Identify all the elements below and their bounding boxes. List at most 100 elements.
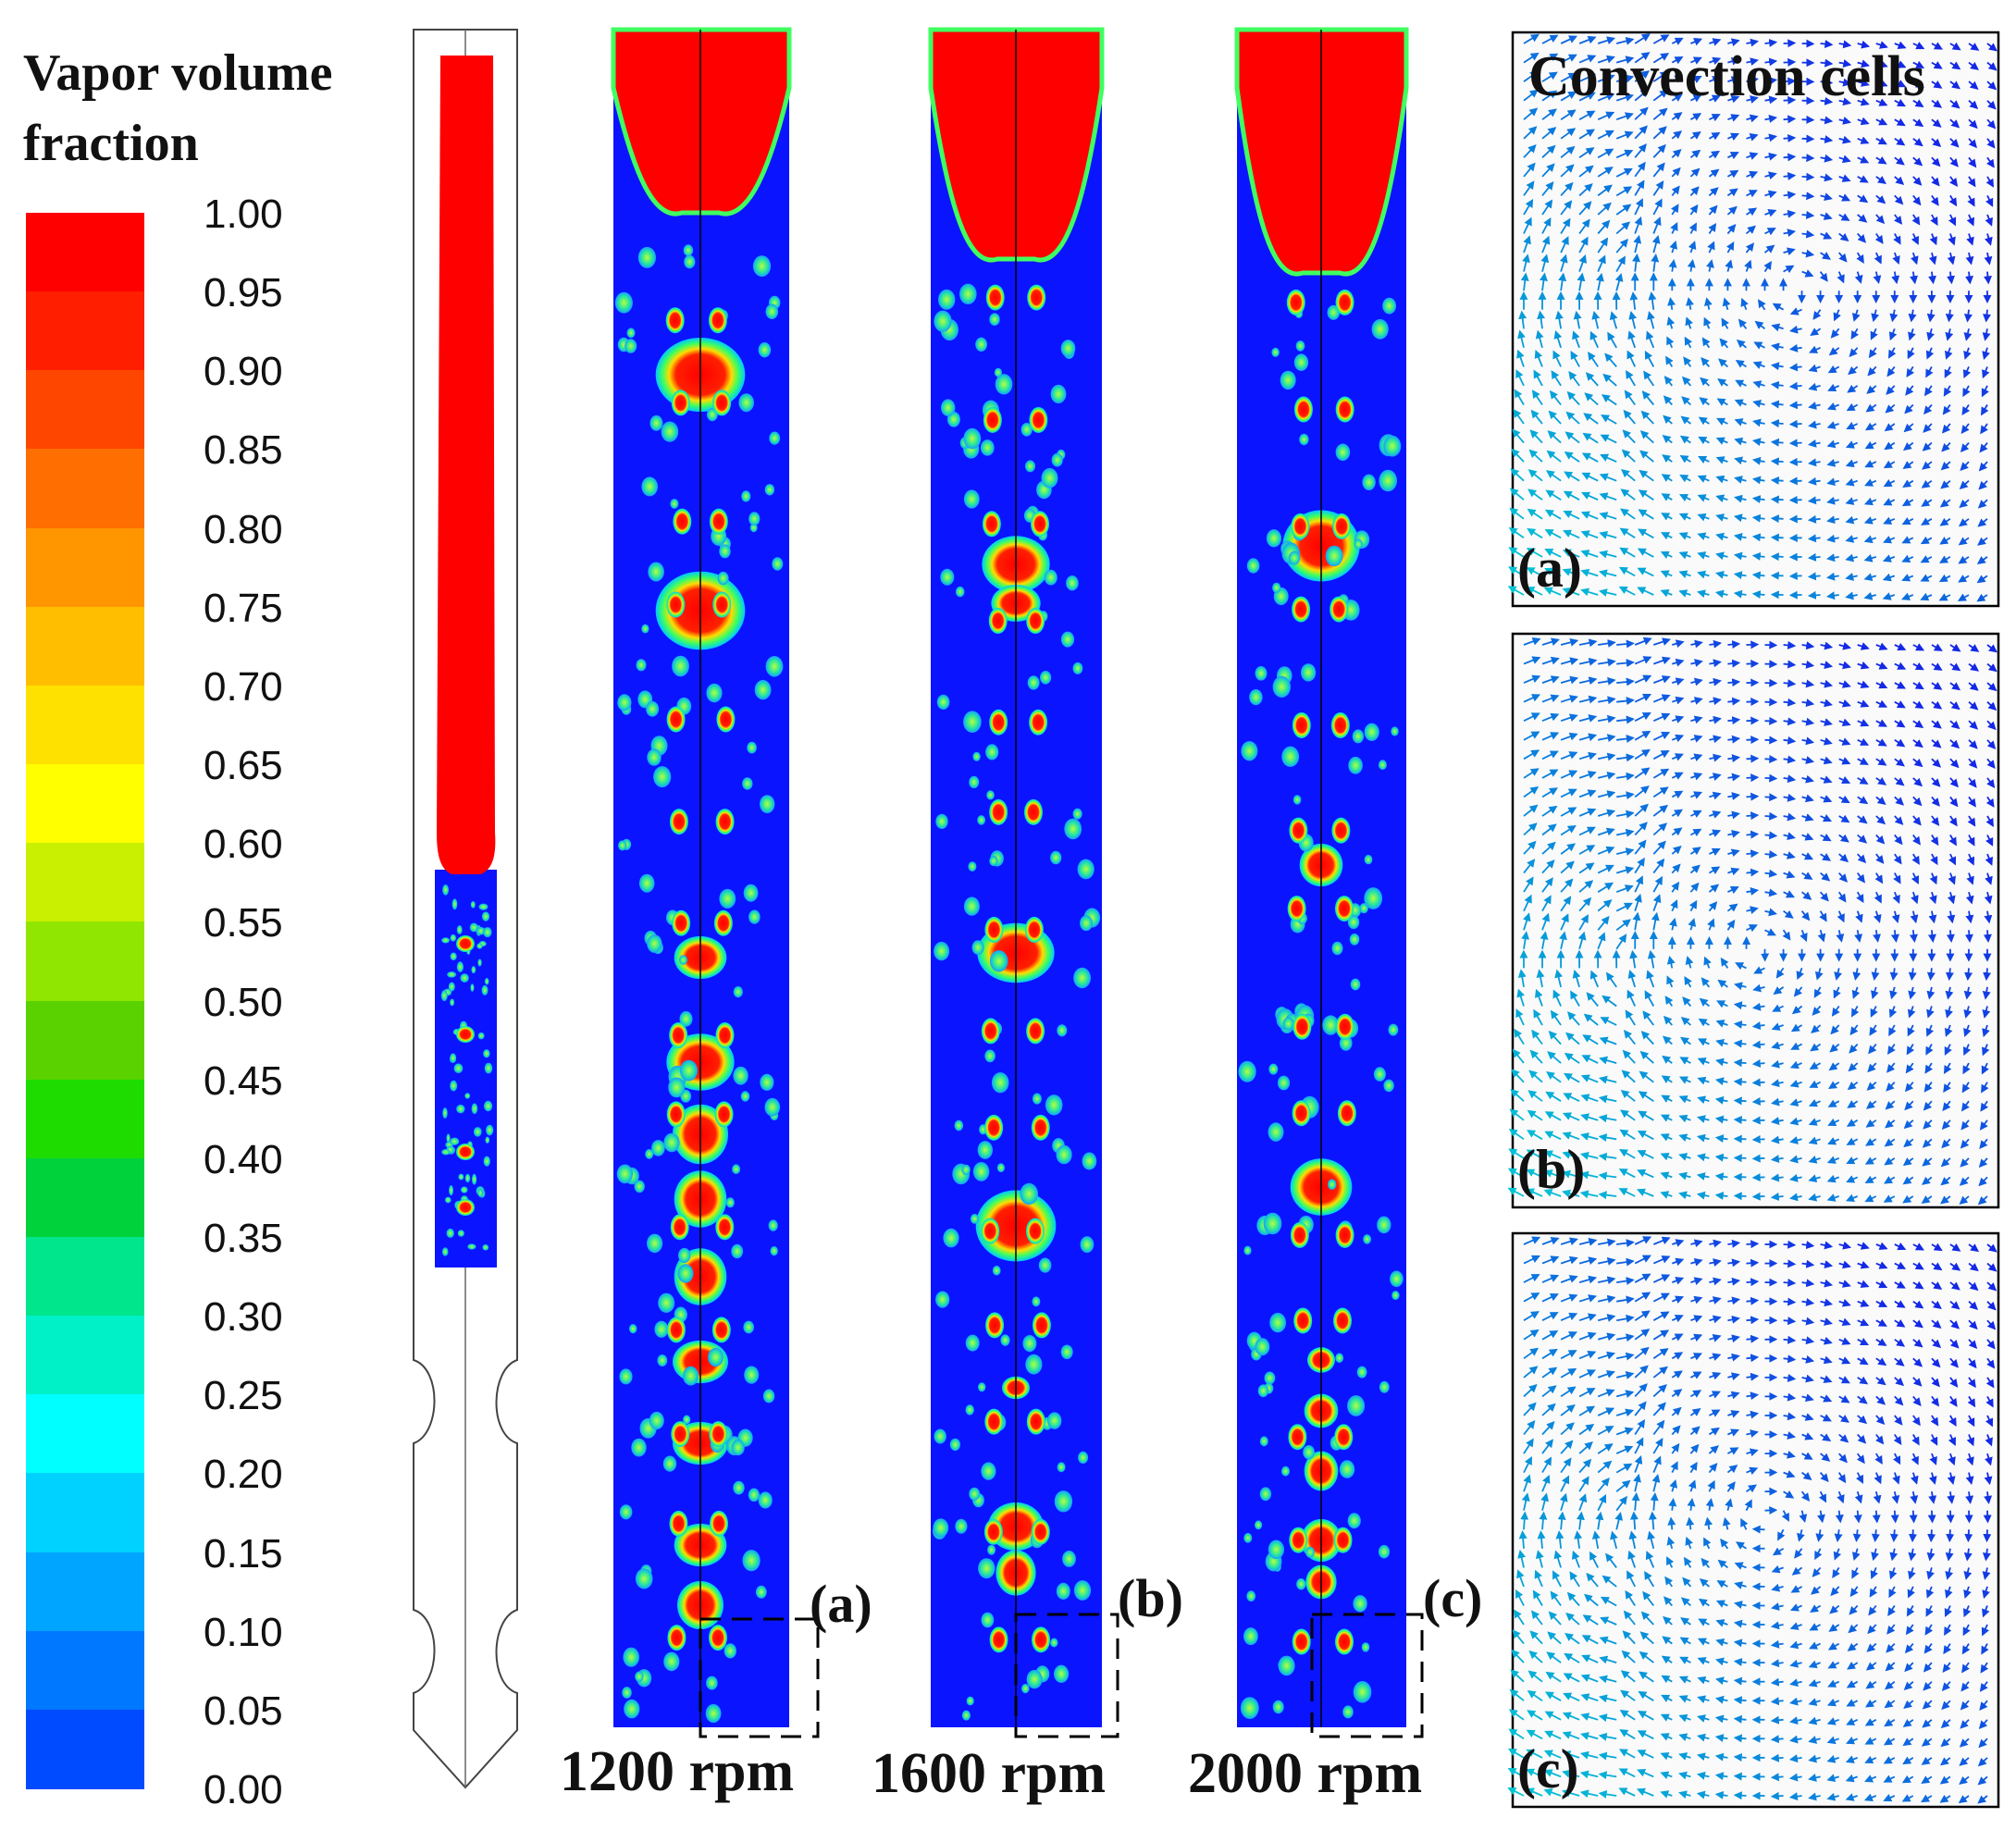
velocity-vector — [1534, 350, 1543, 367]
vapor-bubble-small — [1291, 513, 1310, 539]
vapor-droplet — [733, 986, 743, 998]
tool-droplet — [481, 984, 489, 995]
tool-droplet — [483, 927, 492, 938]
velocity-vector — [1671, 37, 1684, 45]
velocity-vector — [1560, 91, 1577, 102]
panel-label-b: (b) — [1517, 1139, 1586, 1200]
velocity-vector — [1983, 930, 1992, 943]
tool-droplet — [442, 884, 450, 896]
vapor-droplet — [1027, 675, 1040, 690]
vapor-droplet — [724, 1643, 736, 1659]
velocity-vector — [1783, 660, 1797, 669]
colorbar-tick-label: 0.45 — [204, 1057, 283, 1104]
velocity-vector — [1689, 130, 1701, 140]
vapor-droplet — [1269, 1312, 1286, 1333]
vapor-droplet — [742, 777, 753, 790]
tool-droplet — [456, 1104, 465, 1114]
vapor-bubble-small — [1292, 1013, 1312, 1040]
colorbar-segment — [26, 921, 144, 1002]
vapor-droplet — [743, 884, 759, 902]
velocity-vector — [1513, 408, 1525, 425]
vapor-bubble-small — [715, 1214, 735, 1241]
velocity-vector — [1541, 199, 1553, 216]
colorbar-tick-label: 0.80 — [204, 506, 283, 552]
velocity-vector — [1634, 179, 1645, 196]
velocity-vector — [1733, 1058, 1747, 1068]
vapor-bubble-small — [710, 1510, 729, 1537]
vapor-droplet — [1000, 1334, 1010, 1346]
velocity-vector — [1764, 755, 1778, 764]
vapor-droplet — [1371, 318, 1389, 340]
vapor-bubble-small — [1030, 511, 1049, 538]
tool-droplet — [441, 1247, 449, 1256]
velocity-vector — [1621, 449, 1636, 463]
velocity-vector — [1628, 311, 1638, 329]
velocity-vector — [1689, 167, 1701, 178]
vapor-bubble-small — [666, 1101, 686, 1128]
velocity-vector — [1629, 291, 1639, 310]
velocity-vector — [1516, 349, 1525, 367]
vapor-droplet — [1050, 850, 1062, 865]
column-label-2000: 2000 rpm — [1188, 1742, 1423, 1805]
velocity-vector — [1615, 255, 1626, 273]
velocity-vector — [1670, 204, 1679, 216]
velocity-vector — [1660, 532, 1673, 540]
velocity-vector — [1583, 413, 1599, 425]
velocity-vector — [1546, 450, 1562, 463]
velocity-vector — [1541, 71, 1558, 82]
vapor-droplet — [972, 751, 981, 761]
velocity-vector — [1684, 336, 1693, 349]
vapor-bubble-small — [669, 1022, 688, 1049]
inset-region-box — [1310, 1613, 1424, 1738]
velocity-vector — [1599, 512, 1617, 520]
velocity-vector — [1683, 356, 1692, 367]
velocity-vector — [1578, 183, 1593, 197]
tool-droplet — [482, 1244, 489, 1251]
colorbar-segment — [26, 1552, 144, 1632]
colorbar-tick-label: 0.40 — [204, 1136, 283, 1182]
velocity-vector — [1733, 1096, 1747, 1106]
velocity-vector — [1783, 1317, 1797, 1326]
velocity-vector — [1770, 1791, 1784, 1800]
vapor-droplet — [961, 1164, 971, 1176]
velocity-vector — [1639, 450, 1654, 463]
vapor-droplet — [649, 1411, 664, 1430]
velocity-vector — [1517, 329, 1526, 349]
velocity-vector — [1599, 550, 1617, 559]
vapor-droplet — [1383, 435, 1402, 457]
vapor-bubble-small — [1292, 711, 1311, 738]
velocity-vector — [1662, 434, 1673, 444]
velocity-vector — [1573, 310, 1582, 329]
velocity-vector — [1689, 204, 1699, 216]
vapor-droplet — [1268, 1063, 1279, 1075]
tool-vapor-field — [435, 56, 497, 1267]
colorbar-segment — [26, 764, 144, 845]
colorbar-segment — [26, 606, 144, 686]
velocity-vector — [1946, 1529, 1955, 1543]
vapor-column-3 — [1234, 27, 1424, 1738]
velocity-vector — [1578, 110, 1596, 120]
velocity-vector — [1523, 143, 1537, 158]
vapor-droplet — [679, 955, 687, 965]
vapor-bubble-small — [671, 1421, 690, 1448]
liquid-domain — [613, 30, 789, 1727]
velocity-vector — [1588, 352, 1599, 367]
velocity-vector — [1671, 185, 1680, 196]
tool-droplet — [456, 961, 464, 972]
velocity-vector — [1639, 469, 1654, 482]
velocity-vector — [1552, 350, 1562, 367]
velocity-vector — [1609, 311, 1618, 329]
velocity-vector — [1909, 1529, 1918, 1543]
velocity-vector — [1783, 115, 1797, 124]
velocity-vector — [1507, 586, 1525, 596]
vapor-droplet — [1259, 1436, 1268, 1447]
velocity-vector — [1545, 470, 1562, 482]
vapor-droplet — [646, 700, 660, 717]
velocity-vector — [1983, 1529, 1992, 1543]
vapor-droplet — [1051, 452, 1063, 467]
tool-droplet — [450, 998, 455, 1007]
vapor-bubble-small — [1287, 896, 1306, 922]
velocity-vector — [1689, 94, 1702, 103]
velocity-vector — [1751, 1059, 1765, 1068]
colorbar-segment — [26, 843, 144, 923]
